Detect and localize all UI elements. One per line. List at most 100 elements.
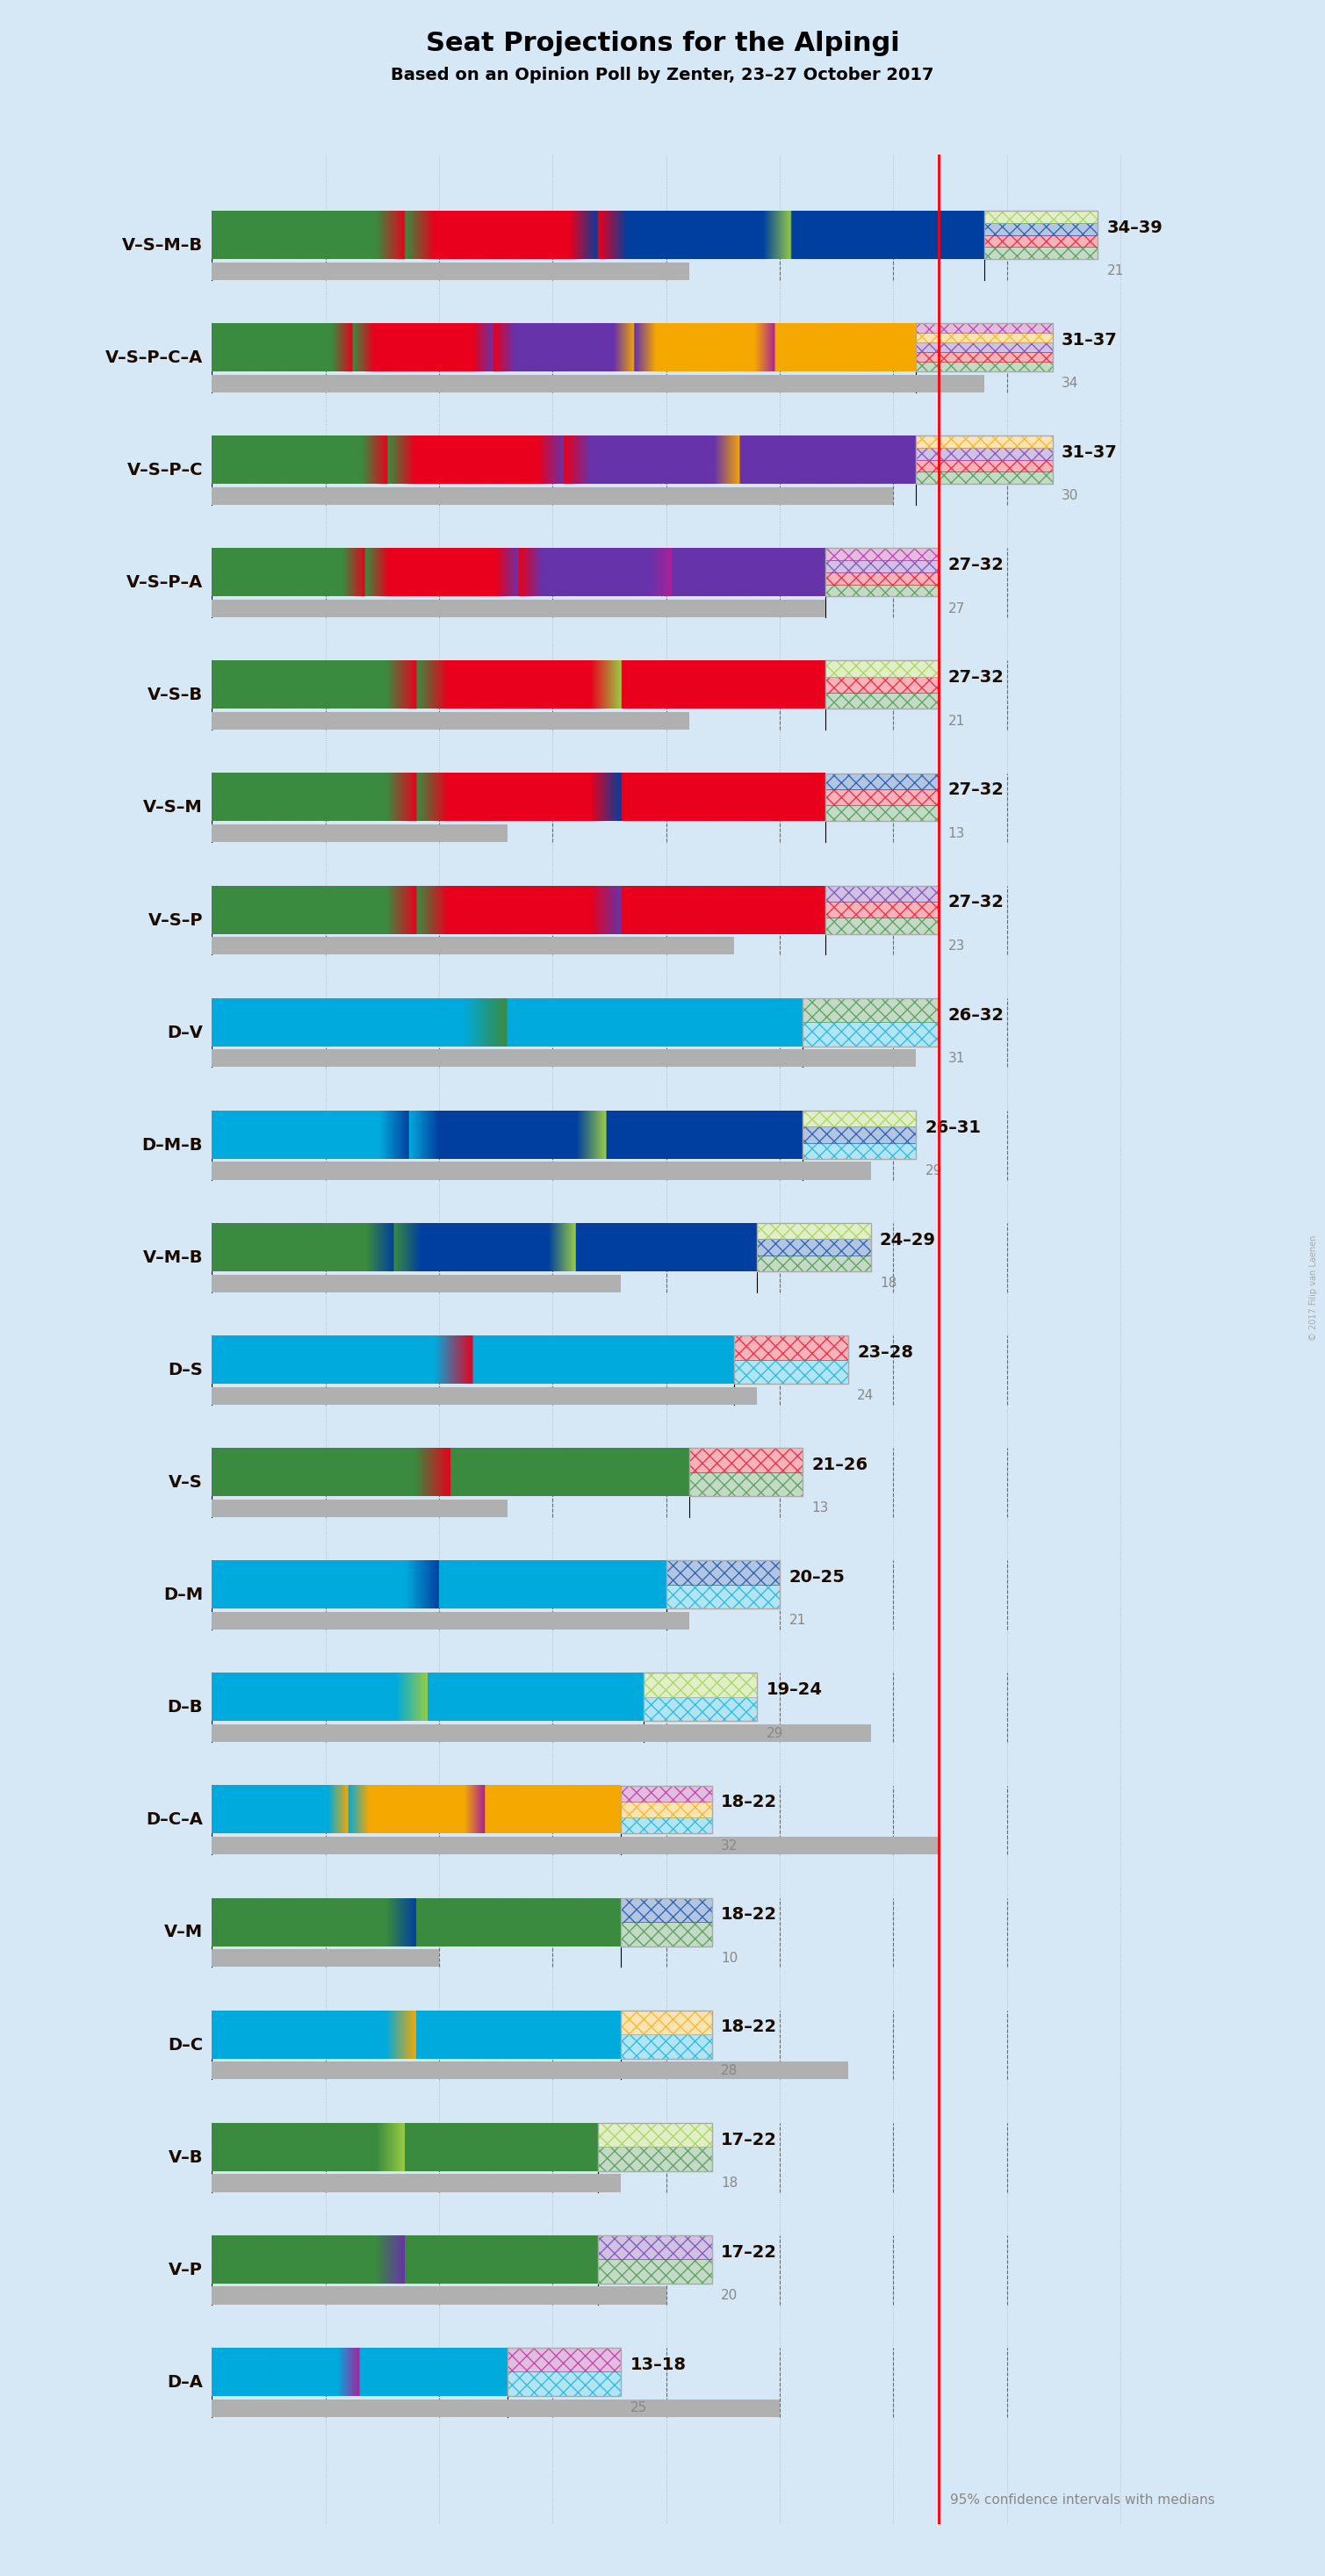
Bar <box>825 806 939 822</box>
Bar <box>757 1224 871 1270</box>
Text: V–M–B: V–M–B <box>143 1249 203 1265</box>
Text: 13: 13 <box>947 827 965 840</box>
Bar <box>621 2035 712 2058</box>
Text: 27–32: 27–32 <box>947 670 1004 685</box>
Bar <box>825 677 939 693</box>
Bar <box>598 2146 712 2172</box>
Text: 29: 29 <box>925 1164 942 1177</box>
Bar <box>803 1110 916 1159</box>
Bar <box>507 2347 621 2372</box>
Text: 27–32: 27–32 <box>947 556 1004 574</box>
Bar <box>598 2236 712 2282</box>
Bar <box>825 806 939 822</box>
Bar <box>212 263 689 281</box>
Bar <box>803 1126 916 1144</box>
Text: 24: 24 <box>857 1388 874 1401</box>
Bar <box>803 1110 916 1126</box>
Bar <box>621 2009 712 2035</box>
Bar <box>916 361 1052 371</box>
Bar <box>212 2287 666 2306</box>
Text: D–V: D–V <box>167 1025 203 1041</box>
Text: 21: 21 <box>788 1615 806 1628</box>
Bar <box>803 1144 916 1159</box>
Text: 13: 13 <box>812 1502 828 1515</box>
Bar <box>984 247 1098 260</box>
Bar <box>825 659 939 677</box>
Bar <box>916 448 1052 461</box>
Bar <box>757 1255 871 1270</box>
Bar <box>825 572 939 585</box>
Bar <box>621 1801 712 1819</box>
Bar <box>916 461 1052 471</box>
Bar <box>621 2009 712 2035</box>
Bar <box>825 902 939 917</box>
Bar <box>916 322 1052 371</box>
Text: 23: 23 <box>947 940 965 953</box>
Bar <box>803 997 939 1046</box>
Bar <box>689 1471 803 1497</box>
Bar <box>598 2123 712 2172</box>
Bar <box>621 1801 712 1819</box>
Text: 18: 18 <box>880 1278 897 1291</box>
Bar <box>916 435 1052 448</box>
Bar <box>734 1334 848 1383</box>
Text: D–B: D–B <box>167 1700 203 1716</box>
Bar <box>666 1584 780 1607</box>
Bar <box>916 448 1052 461</box>
Bar <box>825 585 939 598</box>
Bar <box>825 886 939 902</box>
Bar <box>212 1275 621 1293</box>
Bar <box>666 1561 780 1584</box>
Bar <box>984 224 1098 234</box>
Bar <box>621 1899 712 1922</box>
Bar <box>212 1499 507 1517</box>
Bar <box>644 1672 757 1698</box>
Bar <box>803 1126 916 1144</box>
Bar <box>825 559 939 572</box>
Bar <box>621 1819 712 1834</box>
Bar <box>825 886 939 902</box>
Bar <box>803 997 939 1023</box>
Bar <box>916 343 1052 353</box>
Bar <box>825 693 939 708</box>
Text: 31–37: 31–37 <box>1061 443 1117 461</box>
Bar <box>598 2123 712 2146</box>
Bar <box>825 788 939 806</box>
Bar <box>598 2259 712 2282</box>
Bar <box>689 1471 803 1497</box>
Text: 21: 21 <box>1106 265 1124 278</box>
Text: 17–22: 17–22 <box>721 2244 776 2262</box>
Text: 18–22: 18–22 <box>721 2020 776 2035</box>
Bar <box>212 2174 621 2192</box>
Bar <box>916 353 1052 361</box>
Bar <box>621 1785 712 1801</box>
Bar <box>825 559 939 572</box>
Text: 31: 31 <box>947 1051 965 1064</box>
Text: 25: 25 <box>629 2401 647 2414</box>
Bar <box>689 1448 803 1497</box>
Bar <box>621 2035 712 2058</box>
Text: 21–26: 21–26 <box>812 1455 868 1473</box>
Bar <box>507 2372 621 2396</box>
Text: 32: 32 <box>721 1839 738 1852</box>
Bar <box>984 247 1098 260</box>
Bar <box>825 773 939 788</box>
Text: D–A: D–A <box>167 2375 203 2391</box>
Bar <box>621 1785 712 1801</box>
Text: V–S–P–C–A: V–S–P–C–A <box>105 350 203 366</box>
Text: 29: 29 <box>766 1726 783 1739</box>
Text: 28: 28 <box>721 2063 738 2076</box>
Text: 23–28: 23–28 <box>857 1345 913 1360</box>
Bar <box>734 1334 848 1360</box>
Bar <box>916 361 1052 371</box>
Bar <box>212 2061 848 2079</box>
Bar <box>916 322 1052 332</box>
Text: 26–31: 26–31 <box>925 1118 982 1136</box>
Text: 20: 20 <box>721 2290 738 2303</box>
Bar <box>803 1023 939 1046</box>
Bar <box>212 487 893 505</box>
Text: V–P: V–P <box>168 2262 203 2277</box>
Bar <box>916 332 1052 343</box>
Bar <box>757 1224 871 1239</box>
Bar <box>984 211 1098 224</box>
